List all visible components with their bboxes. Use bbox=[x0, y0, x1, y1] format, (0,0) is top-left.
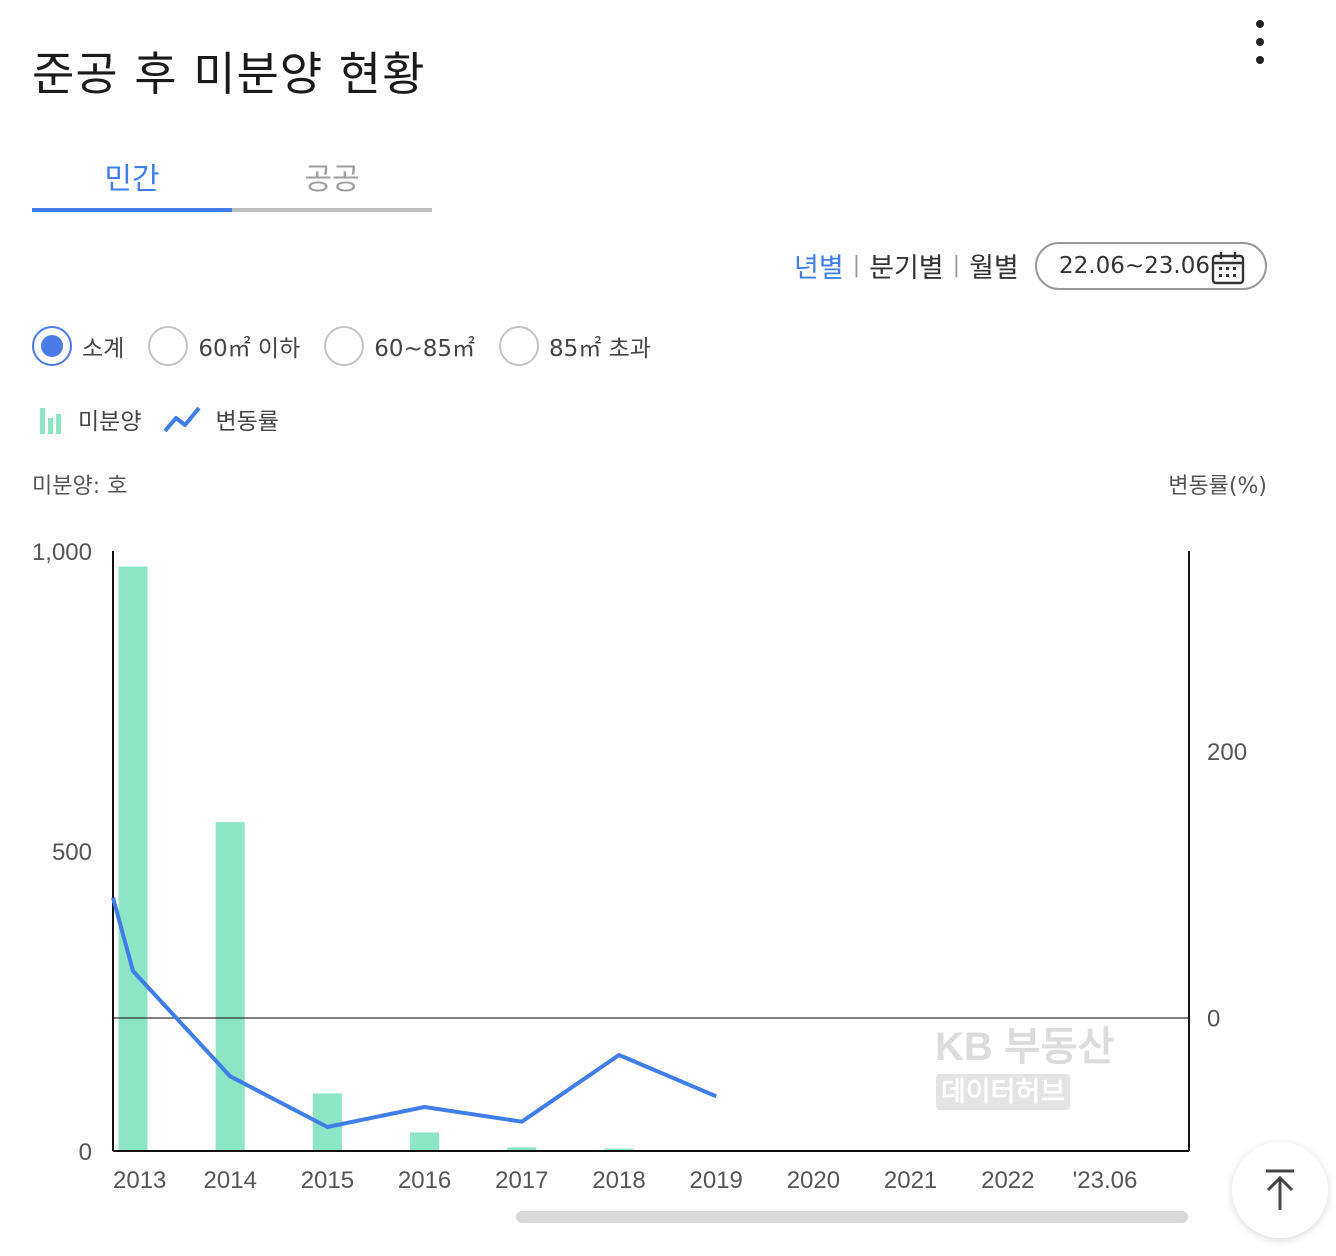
radio-label: 60㎡ 이하 bbox=[198, 336, 301, 362]
x-tick-label: '23.06 bbox=[1073, 1167, 1138, 1194]
right-axis-unit: 변동률(%) bbox=[1168, 474, 1267, 499]
radio-60-85[interactable]: 60~85㎡ bbox=[324, 326, 475, 366]
radio-label: 60~85㎡ bbox=[374, 336, 476, 362]
divider: | bbox=[852, 253, 861, 278]
page-title: 준공 후 미분양 현황 bbox=[32, 47, 426, 101]
x-tick-label: 2013 bbox=[113, 1167, 166, 1194]
bar-2018[interactable] bbox=[604, 1148, 634, 1151]
period-quarterly[interactable]: 분기별 bbox=[869, 253, 944, 284]
bar-2017[interactable] bbox=[507, 1147, 537, 1151]
radio-label: 소계 bbox=[82, 336, 125, 362]
period-selector: 년별 | 분기별 | 월별 bbox=[794, 246, 1019, 285]
radio-under-60[interactable]: 60㎡ 이하 bbox=[148, 326, 300, 366]
divider: | bbox=[952, 253, 961, 278]
bar-legend-icon bbox=[40, 408, 61, 434]
y-left-tick-label: 500 bbox=[52, 839, 92, 866]
x-tick-label: 2019 bbox=[690, 1167, 743, 1194]
radio-circle bbox=[324, 326, 365, 366]
watermark-line2: 데이터허브 bbox=[941, 1077, 1065, 1107]
arrow-up-icon bbox=[1266, 1169, 1294, 1210]
x-tick-label: 2018 bbox=[592, 1167, 645, 1194]
tab-private[interactable]: 민간 bbox=[32, 160, 232, 212]
chart-legend: 미분양 변동률 bbox=[38, 402, 301, 436]
watermark: KB 부동산 데이터허브 bbox=[935, 1025, 1114, 1110]
period-yearly[interactable]: 년별 bbox=[794, 253, 844, 284]
radio-circle bbox=[32, 326, 72, 366]
chart-scrollbar[interactable] bbox=[516, 1211, 1188, 1223]
bar-2016[interactable] bbox=[410, 1132, 440, 1151]
bar-2013[interactable] bbox=[118, 566, 148, 1151]
tab-bar: 민간 공공 bbox=[32, 160, 432, 212]
x-tick-label: 2022 bbox=[981, 1167, 1034, 1194]
radio-circle bbox=[499, 326, 540, 366]
y-left-tick-label: 0 bbox=[79, 1139, 92, 1166]
radio-over-85[interactable]: 85㎡ 초과 bbox=[499, 326, 651, 366]
legend-bar[interactable]: 미분양 bbox=[38, 402, 141, 436]
radio-circle bbox=[148, 326, 189, 366]
y-left-tick-label: 1,000 bbox=[32, 539, 92, 566]
legend-bar-label: 미분양 bbox=[78, 409, 142, 435]
x-tick-label: 2021 bbox=[884, 1167, 937, 1194]
tab-public[interactable]: 공공 bbox=[304, 162, 360, 197]
radio-label: 85㎡ 초과 bbox=[549, 336, 651, 362]
x-tick-label: 2017 bbox=[495, 1167, 548, 1194]
y-right-tick-label: 200 bbox=[1207, 739, 1247, 766]
date-range-text: 22.06~23.06 bbox=[1059, 253, 1210, 279]
left-axis-unit: 미분양: 호 bbox=[32, 474, 128, 499]
y-right-tick-label: 0 bbox=[1207, 1006, 1220, 1033]
more-vertical-icon[interactable] bbox=[1248, 20, 1272, 64]
legend-line[interactable]: 변동률 bbox=[163, 402, 279, 436]
legend-line-label: 변동률 bbox=[215, 409, 279, 435]
x-tick-label: 2016 bbox=[398, 1167, 451, 1194]
radio-subtotal[interactable]: 소계 bbox=[32, 326, 124, 366]
scroll-top-button[interactable] bbox=[1232, 1142, 1328, 1238]
x-tick-label: 2015 bbox=[301, 1167, 354, 1194]
x-tick-label: 2014 bbox=[204, 1167, 257, 1194]
x-tick-label: 2020 bbox=[787, 1167, 840, 1194]
size-filter: 소계 60㎡ 이하 60~85㎡ 85㎡ 초과 bbox=[32, 326, 675, 366]
calendar-icon bbox=[1211, 252, 1245, 285]
chart: KB 부동산 데이터허브 0 500 1,000 0 200 2013 2014 2015… bbox=[32, 539, 1247, 1194]
line-legend-icon bbox=[163, 406, 202, 433]
series-line-rate bbox=[111, 897, 717, 1129]
period-monthly[interactable]: 월별 bbox=[969, 253, 1019, 284]
bar-2014[interactable] bbox=[215, 822, 245, 1151]
date-range-button[interactable]: 22.06~23.06 bbox=[1035, 242, 1267, 290]
watermark-badge bbox=[936, 1074, 1070, 1110]
watermark-line1: KB 부동산 bbox=[935, 1025, 1114, 1069]
